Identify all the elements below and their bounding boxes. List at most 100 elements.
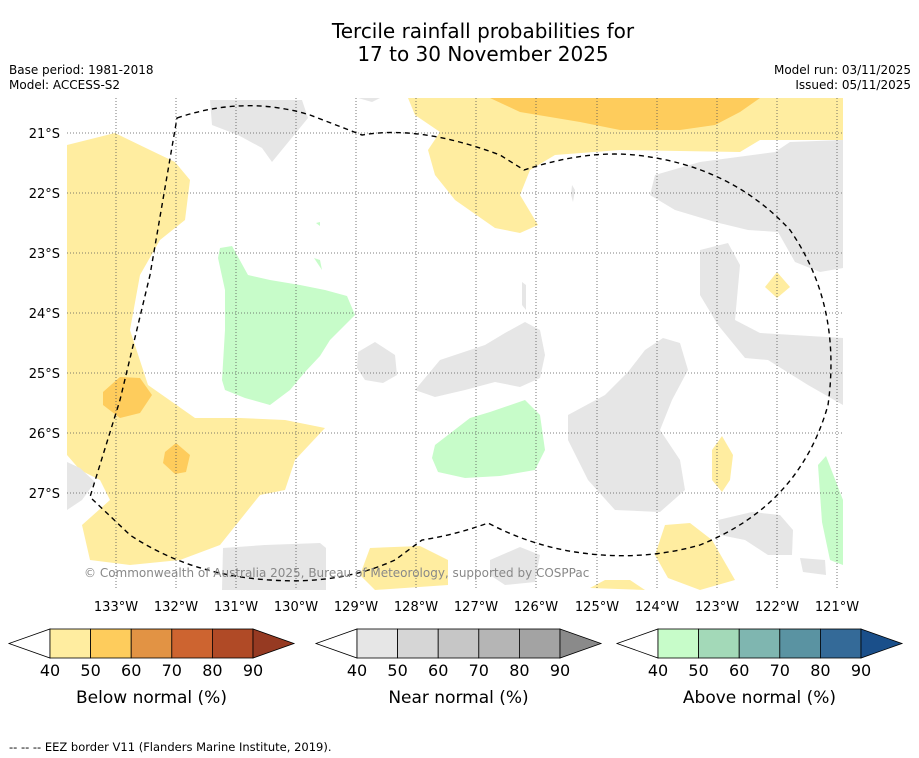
near-normal-colorbar-tick: 60 [428,661,448,680]
near-normal-region-nw [210,100,308,162]
near-normal-region-sw-edge [67,462,95,510]
eez-border [89,105,832,582]
below-normal-region-north [408,98,843,233]
below-normal-50-west [103,377,152,418]
base-period-text: Base period: 1981-2018 [9,63,154,77]
near-normal-blob-se-edge [800,558,826,575]
above-normal-colorbar-segment [779,628,821,659]
longitude-label: 122°W [755,600,799,615]
below-normal-colorbar-tick: 80 [202,661,222,680]
model-run-text: Model run: 03/11/2025 [773,63,911,77]
above-normal-colorbar-tick: 80 [810,661,830,680]
near-normal-colorbar-tick: 40 [347,661,367,680]
above-normal-colorbar-segment [698,628,740,659]
near-normal-colorbar-segment [478,628,520,659]
longitude-label: 125°W [575,600,619,615]
longitude-labels: 133°W 132°W 131°W 130°W 129°W 128°W 127°W 126°W… [94,600,859,615]
below-normal-region-south [590,580,645,590]
below-normal-colorbar-segment [211,628,254,659]
longitude-label: 133°W [94,600,138,615]
near-normal-colorbar-segment [437,628,480,659]
above-normal-colorbar-tick: 60 [729,661,749,680]
above-normal-colorbar-tick: 40 [648,661,668,680]
above-normal-colorbar-lower-extension [615,628,659,659]
latitude-label: 23°S [29,247,60,262]
below-normal-colorbar-tick: 40 [40,661,60,680]
below-normal-blob-east [712,436,733,492]
near-normal-slim-1 [522,282,526,310]
map-metadata-right: Model run: 03/11/2025 Issued: 05/11/2025 [774,63,911,93]
near-normal-region-center [415,322,545,397]
longitude-label: 128°W [394,600,438,615]
above-normal-colorbar-segment [820,628,862,659]
near-normal-colorbar-title: Near normal (%) [388,688,528,708]
issued-text: Issued: 05/11/2025 [795,78,911,92]
longitude-label: 123°W [695,600,739,615]
near-normal-colorbar-tick: 80 [509,661,529,680]
above-normal-colorbar-tick: 50 [688,661,708,680]
copyright-text: © Commonwealth of Australia 2025, Bureau… [84,566,589,580]
colorbar-legends: 40 50 60 70 80 90 Below normal (%) 40 50 60 70 80 90… [7,628,904,708]
above-normal-colorbar-segment [657,628,699,659]
near-normal-colorbar-lower-extension [314,628,358,659]
below-normal-50-southwest [163,443,190,474]
below-normal-colorbar-tick: 90 [243,661,263,680]
near-normal-colorbar-tick: 90 [550,661,570,680]
map-plot-area: © Commonwealth of Australia 2025, Bureau… [67,98,843,590]
above-normal-colorbar-title: Above normal (%) [683,688,836,708]
eez-footnote: -- -- -- EEZ border V11 (Flanders Marine… [9,740,332,754]
near-normal-colorbar: 40 50 60 70 80 90 Near normal (%) [314,628,603,708]
longitude-label: 129°W [334,600,378,615]
below-normal-colorbar-tick: 50 [80,661,100,680]
below-normal-colorbar-lower-extension [7,628,51,659]
below-normal-colorbar: 40 50 60 70 80 90 Below normal (%) [7,628,296,708]
near-normal-colorbar-segment [397,628,439,659]
longitude-label: 126°W [514,600,558,615]
above-normal-region-east-edge [818,456,843,565]
latitude-label: 27°S [29,487,60,502]
latitude-label: 25°S [29,367,60,382]
above-normal-blob-small [314,258,322,270]
below-normal-colorbar-tick: 70 [162,661,182,680]
near-normal-region-top [358,98,380,102]
latitude-labels: 21°S 22°S 23°S 24°S 25°S 26°S 27°S [29,127,60,502]
below-normal-blob-ne [765,272,790,298]
above-normal-region-west [218,246,355,405]
near-normal-colorbar-segment [519,628,561,659]
below-normal-colorbar-title: Below normal (%) [76,688,227,708]
probability-shading [67,98,843,590]
near-normal-region-east [650,140,843,272]
near-normal-region-center-east [700,243,843,405]
near-normal-blob-south [490,547,540,585]
above-normal-colorbar: 40 50 60 70 80 90 Above normal (%) [615,628,904,708]
longitude-label: 124°W [635,600,679,615]
above-normal-colorbar-tick: 70 [770,661,790,680]
above-normal-colorbar-segment [738,628,781,659]
above-normal-colorbar-tick: 90 [851,661,871,680]
below-normal-region-west [67,133,325,565]
graticule [67,98,843,590]
above-normal-colorbar-upper-extension [860,628,904,659]
near-normal-colorbar-tick: 70 [469,661,489,680]
below-normal-colorbar-segment [49,628,91,659]
near-normal-colorbar-upper-extension [559,628,603,659]
longitude-label: 131°W [214,600,258,615]
below-normal-region-southwest [360,546,448,590]
longitude-label: 121°W [815,600,859,615]
latitude-label: 21°S [29,127,60,142]
longitude-label: 130°W [274,600,318,615]
title-line-2: 17 to 30 November 2025 [357,42,609,66]
latitude-label: 26°S [29,427,60,442]
latitude-label: 22°S [29,187,60,202]
near-normal-region-se [718,512,793,555]
near-normal-colorbar-segment [356,628,398,659]
above-normal-blob-tiny [316,222,320,226]
below-normal-colorbar-tick: 60 [121,661,141,680]
below-normal-50-north [490,98,760,130]
longitude-label: 127°W [454,600,498,615]
longitude-label: 132°W [154,600,198,615]
above-normal-region-center [432,400,545,478]
below-normal-colorbar-segment [90,628,132,659]
near-normal-region-sw [222,543,326,590]
